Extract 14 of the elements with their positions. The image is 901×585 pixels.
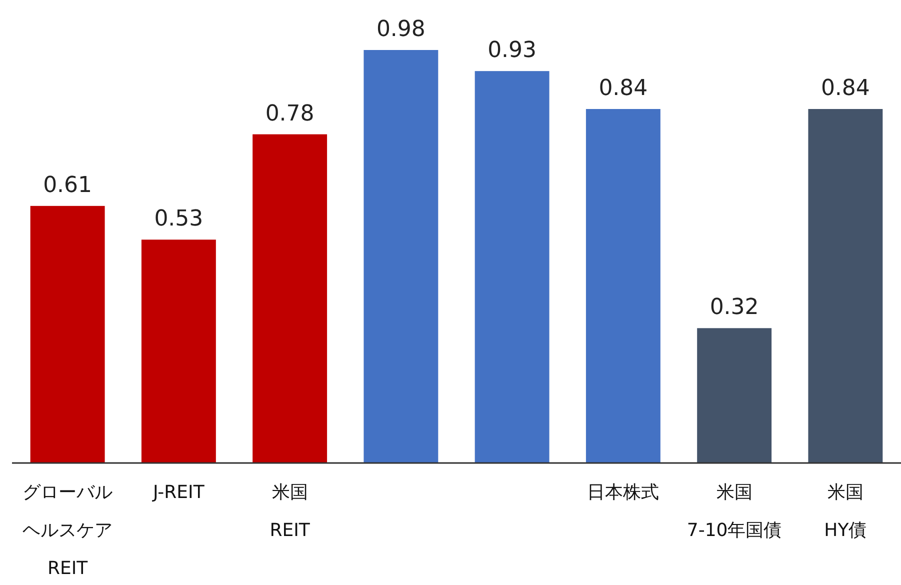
x-tick-label: グローバルヘルスケアREIT	[22, 482, 113, 579]
data-label: 0.32	[710, 295, 759, 320]
data-label: 0.98	[376, 17, 426, 42]
x-tick-label: 日本株式	[587, 482, 660, 503]
x-tick-label: 米国REIT	[270, 482, 311, 541]
x-tick-label: 米国HY債	[824, 482, 867, 541]
data-label: 0.93	[488, 38, 537, 64]
data-label: 0.84	[598, 76, 648, 101]
x-tick-label: J-REIT	[152, 482, 206, 503]
data-label: 0.78	[265, 101, 314, 126]
data-label: 0.53	[154, 206, 204, 232]
data-label: 0.84	[820, 76, 870, 101]
data-label: 0.61	[43, 172, 92, 198]
x-tick-label: 米国7-10年国債	[686, 482, 782, 541]
